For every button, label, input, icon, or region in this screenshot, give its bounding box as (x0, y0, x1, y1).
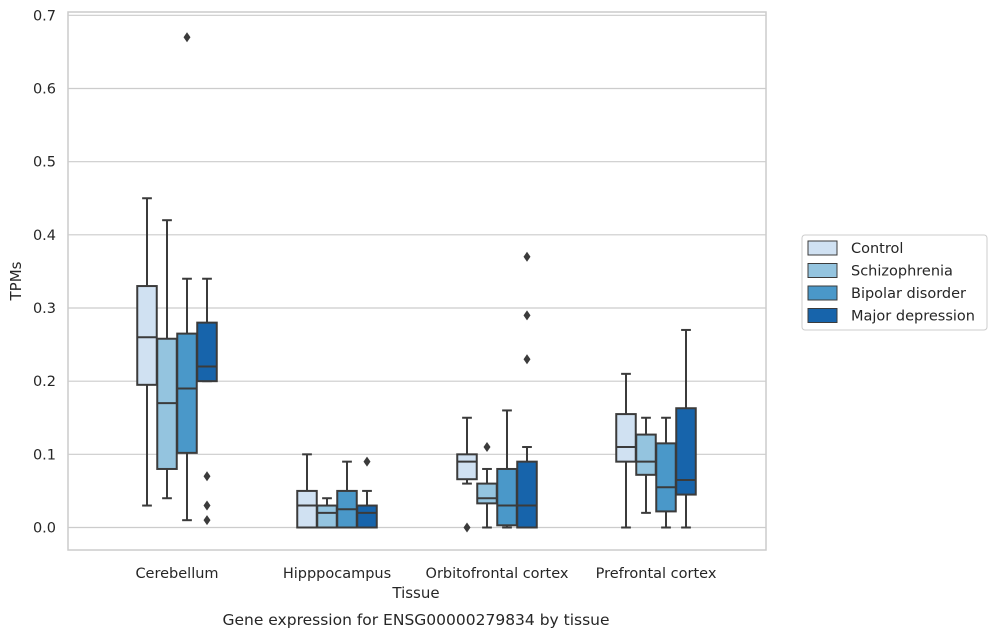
box-body (316, 504, 338, 529)
outlier-point (183, 32, 191, 43)
y-tick-label: 0.4 (33, 228, 56, 244)
y-tick-label: 0.0 (33, 521, 56, 537)
y-tick-labels: 0.0 0.1 0.2 0.3 0.4 0.5 0.6 0.7 (33, 8, 56, 536)
outlier-point (363, 456, 371, 467)
outlier-point (203, 500, 211, 511)
y-tick-label: 0.1 (33, 447, 56, 463)
box-body (476, 482, 498, 505)
box-bipolar-disorder (176, 277, 198, 522)
box-body (356, 504, 378, 529)
box-body (516, 460, 538, 529)
box-schizophrenia (476, 467, 498, 529)
boxes (136, 197, 697, 529)
box-major-depression (196, 277, 218, 383)
legend-label: Major depression (851, 309, 975, 325)
legend: Control Schizophrenia Bipolar disorder Majo… (801, 234, 988, 331)
x-tick-label: Hipppocampus (283, 566, 391, 582)
box-body (496, 467, 518, 527)
box-body (456, 453, 478, 481)
box-major-depression (516, 446, 538, 529)
box-bipolar-disorder (655, 416, 677, 529)
legend-swatch (807, 308, 838, 323)
outliers (183, 32, 531, 533)
x-tick-label: Cerebellum (135, 566, 218, 582)
x-tick-label: Orbitofrontal cortex (426, 566, 569, 582)
legend-swatch (807, 240, 838, 256)
box-body (615, 413, 637, 463)
outlier-point (463, 522, 471, 533)
legend-swatch (807, 285, 838, 301)
outlier-point (483, 442, 491, 453)
legend-label: Control (851, 241, 903, 257)
box-control (615, 372, 637, 529)
figure-caption: Gene expression for ENSG00000279834 by t… (222, 611, 609, 629)
outlier-point (523, 354, 531, 365)
box-major-depression (356, 489, 378, 529)
outlier-point (203, 471, 211, 482)
y-tick-label: 0.7 (33, 8, 56, 24)
x-axis-label: Tissue (391, 584, 439, 602)
legend-swatch (807, 263, 838, 278)
box-control (456, 416, 478, 485)
box-major-depression (675, 328, 697, 529)
box-body (655, 442, 677, 513)
outlier-point (523, 310, 531, 321)
box-control (136, 197, 158, 507)
box-body (675, 407, 697, 496)
x-tick-label: Prefrontal cortex (596, 566, 717, 582)
box-body (635, 433, 657, 476)
box-control (296, 453, 318, 529)
box-body (196, 321, 218, 383)
box-body (136, 285, 158, 386)
y-tick-label: 0.5 (33, 155, 56, 171)
legend-frame (801, 234, 988, 331)
outlier-point (523, 251, 531, 262)
y-tick-label: 0.6 (33, 82, 56, 98)
y-tick-label: 0.2 (33, 374, 56, 390)
x-tick-labels: Cerebellum Hipppocampus Orbitofrontal cort… (135, 566, 716, 582)
y-tick-label: 0.3 (33, 301, 56, 317)
legend-label: Schizophrenia (851, 264, 953, 280)
box-body (296, 489, 318, 529)
y-axis-label: TPMs (7, 261, 25, 301)
legend-label: Bipolar disorder (851, 286, 966, 302)
outlier-point (203, 515, 211, 526)
box-body (176, 332, 198, 454)
